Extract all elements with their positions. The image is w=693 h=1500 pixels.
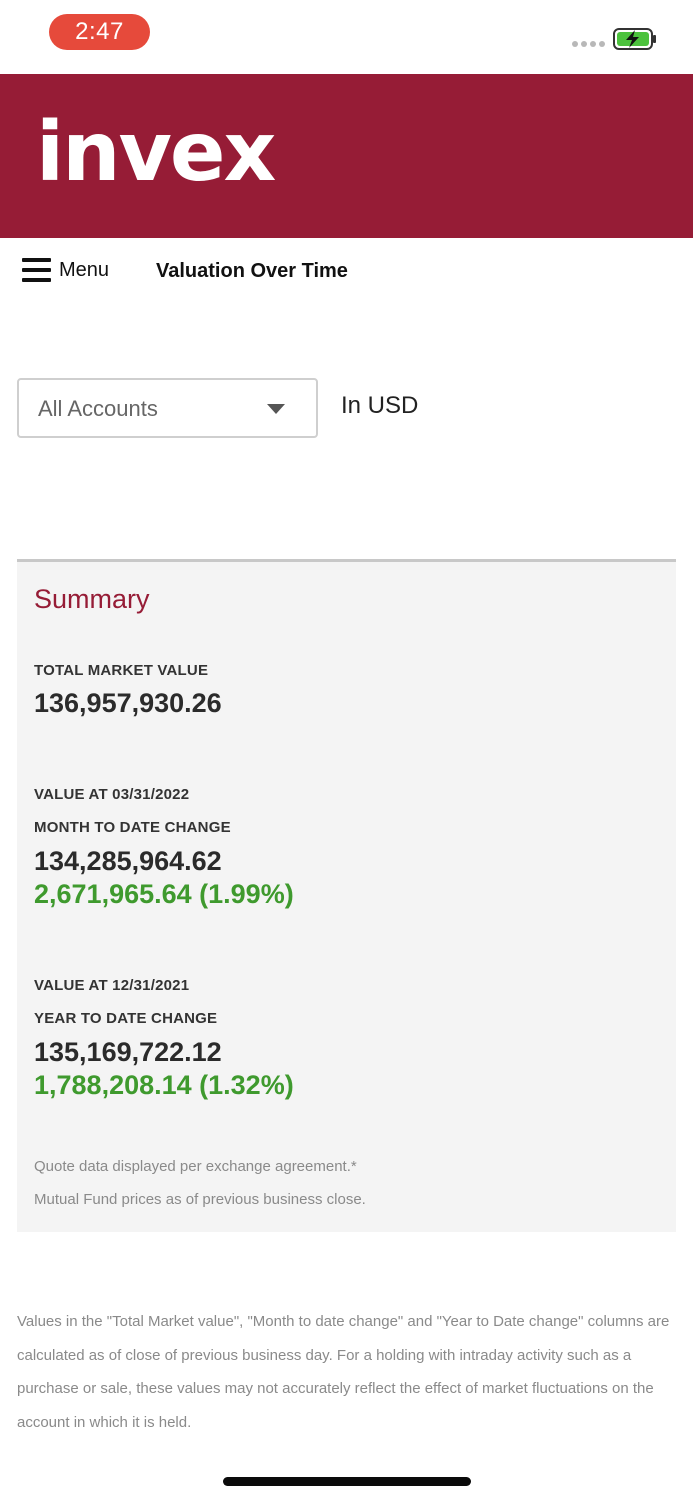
month-value-at-label: VALUE AT 03/31/2022 bbox=[34, 786, 190, 803]
summary-card: Summary TOTAL MARKET VALUE 136,957,930.2… bbox=[17, 559, 676, 1232]
account-select-value: All Accounts bbox=[38, 396, 158, 421]
nav-bar: Menu Valuation Over Time bbox=[0, 238, 693, 304]
month-to-date-change-label: MONTH TO DATE CHANGE bbox=[34, 819, 231, 836]
invex-logo[interactable]: invex bbox=[36, 105, 276, 200]
mutual-fund-note: Mutual Fund prices as of previous busine… bbox=[34, 1191, 366, 1208]
month-to-date-change: 2,671,965.64 (1.99%) bbox=[34, 879, 294, 909]
total-market-value: 136,957,930.26 bbox=[34, 688, 222, 718]
status-bar: 2:47 bbox=[0, 0, 693, 74]
month-value: 134,285,964.62 bbox=[34, 846, 222, 876]
total-market-value-label: TOTAL MARKET VALUE bbox=[34, 662, 209, 679]
year-value-at-label: VALUE AT 12/31/2021 bbox=[34, 977, 190, 994]
signal-icon bbox=[572, 41, 605, 47]
year-to-date-change: 1,788,208.14 (1.32%) bbox=[34, 1070, 294, 1100]
currency-label: In USD bbox=[341, 392, 419, 419]
menu-button[interactable]: Menu bbox=[22, 258, 109, 282]
page-title: Valuation Over Time bbox=[156, 260, 348, 282]
home-indicator[interactable] bbox=[223, 1477, 471, 1486]
year-value: 135,169,722.12 bbox=[34, 1037, 222, 1067]
battery-charging-icon bbox=[613, 28, 656, 50]
menu-label: Menu bbox=[59, 258, 110, 281]
chevron-down-icon bbox=[267, 404, 285, 414]
status-time: 2:47 bbox=[49, 14, 150, 50]
hamburger-icon bbox=[22, 258, 51, 282]
year-to-date-change-label: YEAR TO DATE CHANGE bbox=[34, 1010, 218, 1027]
summary-title: Summary bbox=[34, 584, 150, 614]
account-select[interactable]: All Accounts bbox=[17, 378, 318, 438]
quote-note: Quote data displayed per exchange agreem… bbox=[34, 1158, 357, 1175]
disclaimer-text: Values in the "Total Market value", "Mon… bbox=[17, 1313, 670, 1431]
brand-header: invex bbox=[0, 74, 693, 238]
